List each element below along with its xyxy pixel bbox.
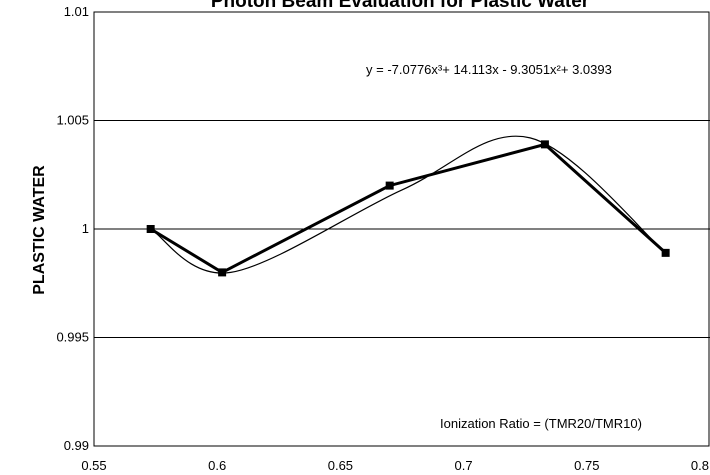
data-markers <box>146 140 670 277</box>
x-tick-label-4: 0.75 <box>574 458 599 473</box>
data-point-0 <box>146 225 155 233</box>
y-axis-label: PLASTIC WATER <box>31 165 48 295</box>
x-tick-labels: 0.55 0.6 0.65 0.7 0.75 0.8 <box>81 458 709 473</box>
y-tick-labels: 0.99 0.995 1 1.005 1.01 <box>56 4 89 453</box>
y-tick-label-2: 1 <box>82 221 89 236</box>
x-tick-label-3: 0.7 <box>455 458 473 473</box>
x-tick-label-1: 0.6 <box>208 458 226 473</box>
data-point-2 <box>385 181 394 190</box>
data-point-1 <box>218 268 227 277</box>
series-line <box>149 142 667 275</box>
trendline-equation: y = -7.0776x³+ 14.113x - 9.3051x²+ 3.039… <box>366 62 612 77</box>
trendline <box>150 135 667 274</box>
data-point-4 <box>661 248 670 257</box>
x-tick-label-5: 0.8 <box>691 458 709 473</box>
x-tick-label-2: 0.65 <box>328 458 353 473</box>
plot-area-frame <box>93 11 710 447</box>
y-tick-label-1: 0.995 <box>56 330 89 345</box>
x-axis-label: Ionization Ratio = (TMR20/TMR10) <box>440 416 642 431</box>
data-point-3 <box>540 140 549 149</box>
y-tick-label-4: 1.01 <box>64 4 89 19</box>
grid <box>94 120 710 338</box>
y-tick-label-0: 0.99 <box>64 438 89 453</box>
y-tick-label-3: 1.005 <box>56 113 89 128</box>
x-tick-label-0: 0.55 <box>81 458 106 473</box>
chart-title: Photon Beam Evaluation for Plastic Water <box>211 0 590 12</box>
